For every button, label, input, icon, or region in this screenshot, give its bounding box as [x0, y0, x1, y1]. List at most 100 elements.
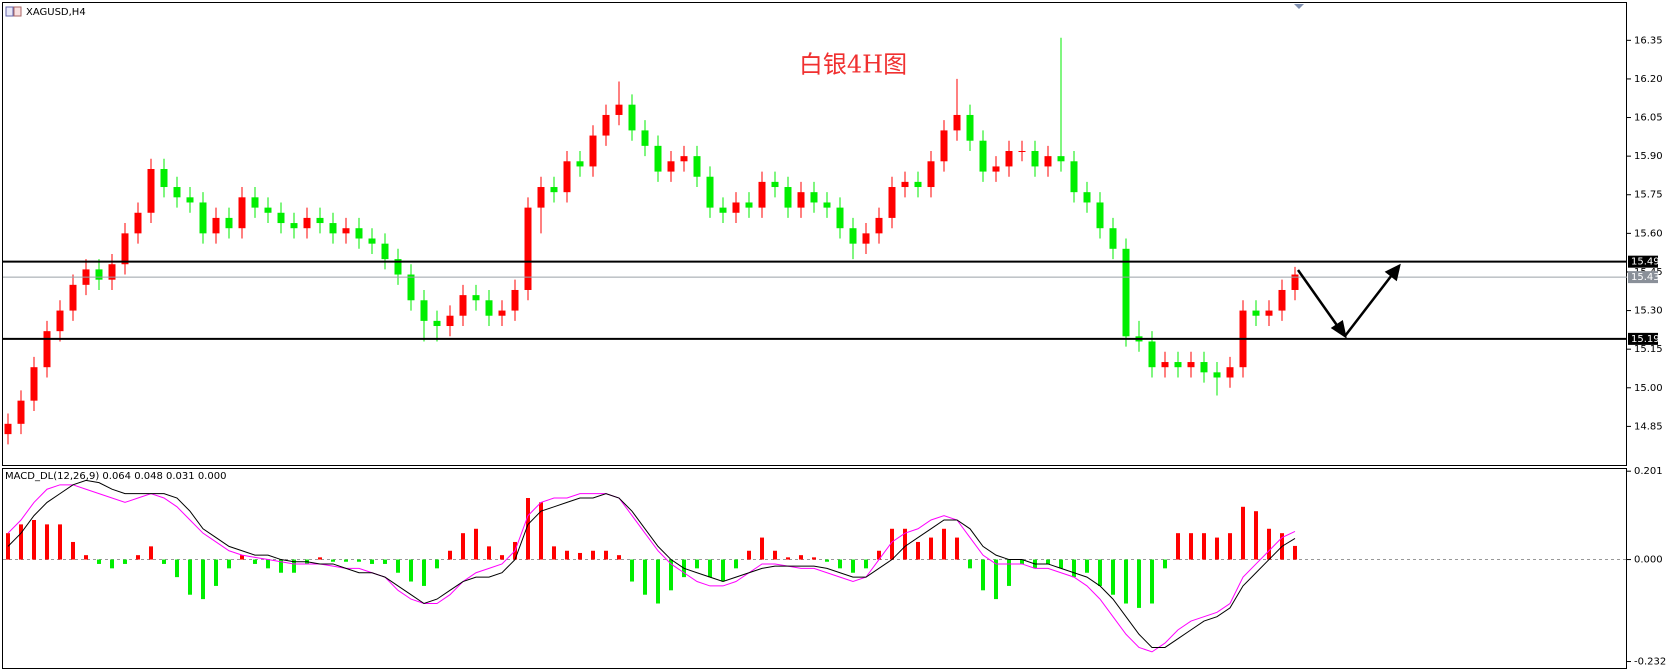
y-tick-label: 15.00	[1634, 383, 1663, 394]
level-box	[1628, 255, 1658, 268]
histogram-bar	[786, 557, 790, 560]
candle-body	[1174, 362, 1182, 368]
candle-body	[316, 217, 324, 224]
histogram-bar	[604, 550, 608, 560]
histogram-bar	[994, 559, 998, 600]
histogram-bar	[1020, 559, 1024, 564]
histogram-bar	[45, 524, 49, 560]
histogram-bar	[266, 559, 270, 569]
candle-body	[1200, 362, 1208, 373]
histogram-bar	[318, 557, 322, 560]
histogram-bar	[1176, 533, 1180, 560]
histogram-bar	[396, 559, 400, 573]
histogram-bar	[565, 550, 569, 560]
candle-body	[329, 223, 337, 234]
histogram-bar	[799, 555, 803, 560]
candle-body	[849, 228, 857, 244]
histogram-bar	[84, 555, 88, 560]
candle-body	[524, 207, 532, 290]
candle-body	[576, 161, 584, 167]
price-panel-frame	[2, 2, 1627, 466]
candle-body	[654, 145, 662, 172]
candle-body	[238, 197, 246, 229]
candle-body	[680, 156, 688, 162]
histogram-bar	[370, 559, 374, 564]
histogram-bar	[500, 555, 504, 560]
last-price-box	[1628, 271, 1658, 284]
histogram-bar	[1137, 559, 1141, 608]
y-tick-label: 15.90	[1634, 151, 1663, 162]
histogram-bar	[422, 559, 426, 586]
candle-body	[17, 400, 25, 424]
candle-body	[641, 130, 649, 146]
candle-body	[1161, 362, 1169, 368]
histogram-bar	[1072, 559, 1076, 578]
arrow-head	[1384, 263, 1401, 282]
candle-body	[1044, 156, 1052, 167]
candle-body	[147, 169, 155, 213]
candle-body	[251, 197, 259, 208]
histogram-bar	[981, 559, 985, 591]
histogram-bar	[1254, 511, 1258, 560]
histogram-bar	[1228, 533, 1232, 560]
histogram-bar	[227, 559, 231, 569]
candle-body	[992, 166, 1000, 172]
candle-body	[485, 300, 493, 316]
histogram-bar	[292, 559, 296, 573]
candle-body	[511, 289, 519, 311]
candle-body	[966, 114, 974, 141]
histogram-bar	[903, 528, 907, 560]
candle-body	[381, 243, 389, 260]
histogram-bar	[643, 559, 647, 595]
histogram-bar	[929, 537, 933, 560]
histogram-bar	[214, 559, 218, 586]
histogram-bar	[851, 559, 855, 573]
histogram-bar	[1046, 559, 1050, 564]
histogram-bar	[448, 550, 452, 560]
candle-body	[1018, 150, 1026, 152]
histogram-bar	[383, 559, 387, 564]
histogram-bar	[1241, 506, 1245, 560]
candle-body	[1291, 274, 1299, 290]
candle-body	[953, 114, 961, 131]
histogram-bar	[1150, 559, 1154, 604]
arrow-head	[1330, 319, 1347, 339]
candle-body	[160, 169, 168, 188]
candle-body	[1265, 310, 1273, 316]
histogram-bar	[435, 559, 439, 569]
y-tick-label: 15.15	[1634, 344, 1663, 355]
candle-body	[732, 202, 740, 213]
y-tick-label: -0.232	[1634, 657, 1666, 668]
histogram-bar	[97, 559, 101, 564]
histogram-bar	[1098, 559, 1102, 586]
candle-body	[719, 207, 727, 213]
candle-body	[264, 207, 272, 213]
histogram-bar	[838, 559, 842, 569]
histogram-bar	[721, 559, 725, 582]
y-tick-label: 15.30	[1634, 306, 1663, 317]
histogram-bar	[188, 559, 192, 595]
histogram-bar	[656, 559, 660, 604]
histogram-bar	[877, 550, 881, 560]
candle-body	[225, 217, 233, 229]
y-tick-label: 16.35	[1634, 35, 1663, 46]
candle-body	[1278, 289, 1286, 311]
forecast-arrows	[1296, 263, 1401, 339]
candle-body	[277, 212, 285, 224]
candle-body	[771, 181, 779, 188]
symbol-icon	[5, 6, 22, 17]
candle-body	[134, 212, 142, 234]
histogram-bar	[747, 550, 751, 560]
histogram-bar	[526, 498, 530, 560]
candle-body	[1083, 192, 1091, 203]
candle-body	[1070, 161, 1078, 193]
histogram-bar	[175, 559, 179, 578]
histogram-bar	[71, 541, 75, 560]
histogram-bar	[240, 555, 244, 560]
histogram-bar	[669, 559, 673, 591]
histogram-bar	[630, 559, 634, 582]
histogram-bar	[331, 559, 335, 562]
candle-body	[498, 310, 506, 316]
histogram-bar	[19, 524, 23, 560]
